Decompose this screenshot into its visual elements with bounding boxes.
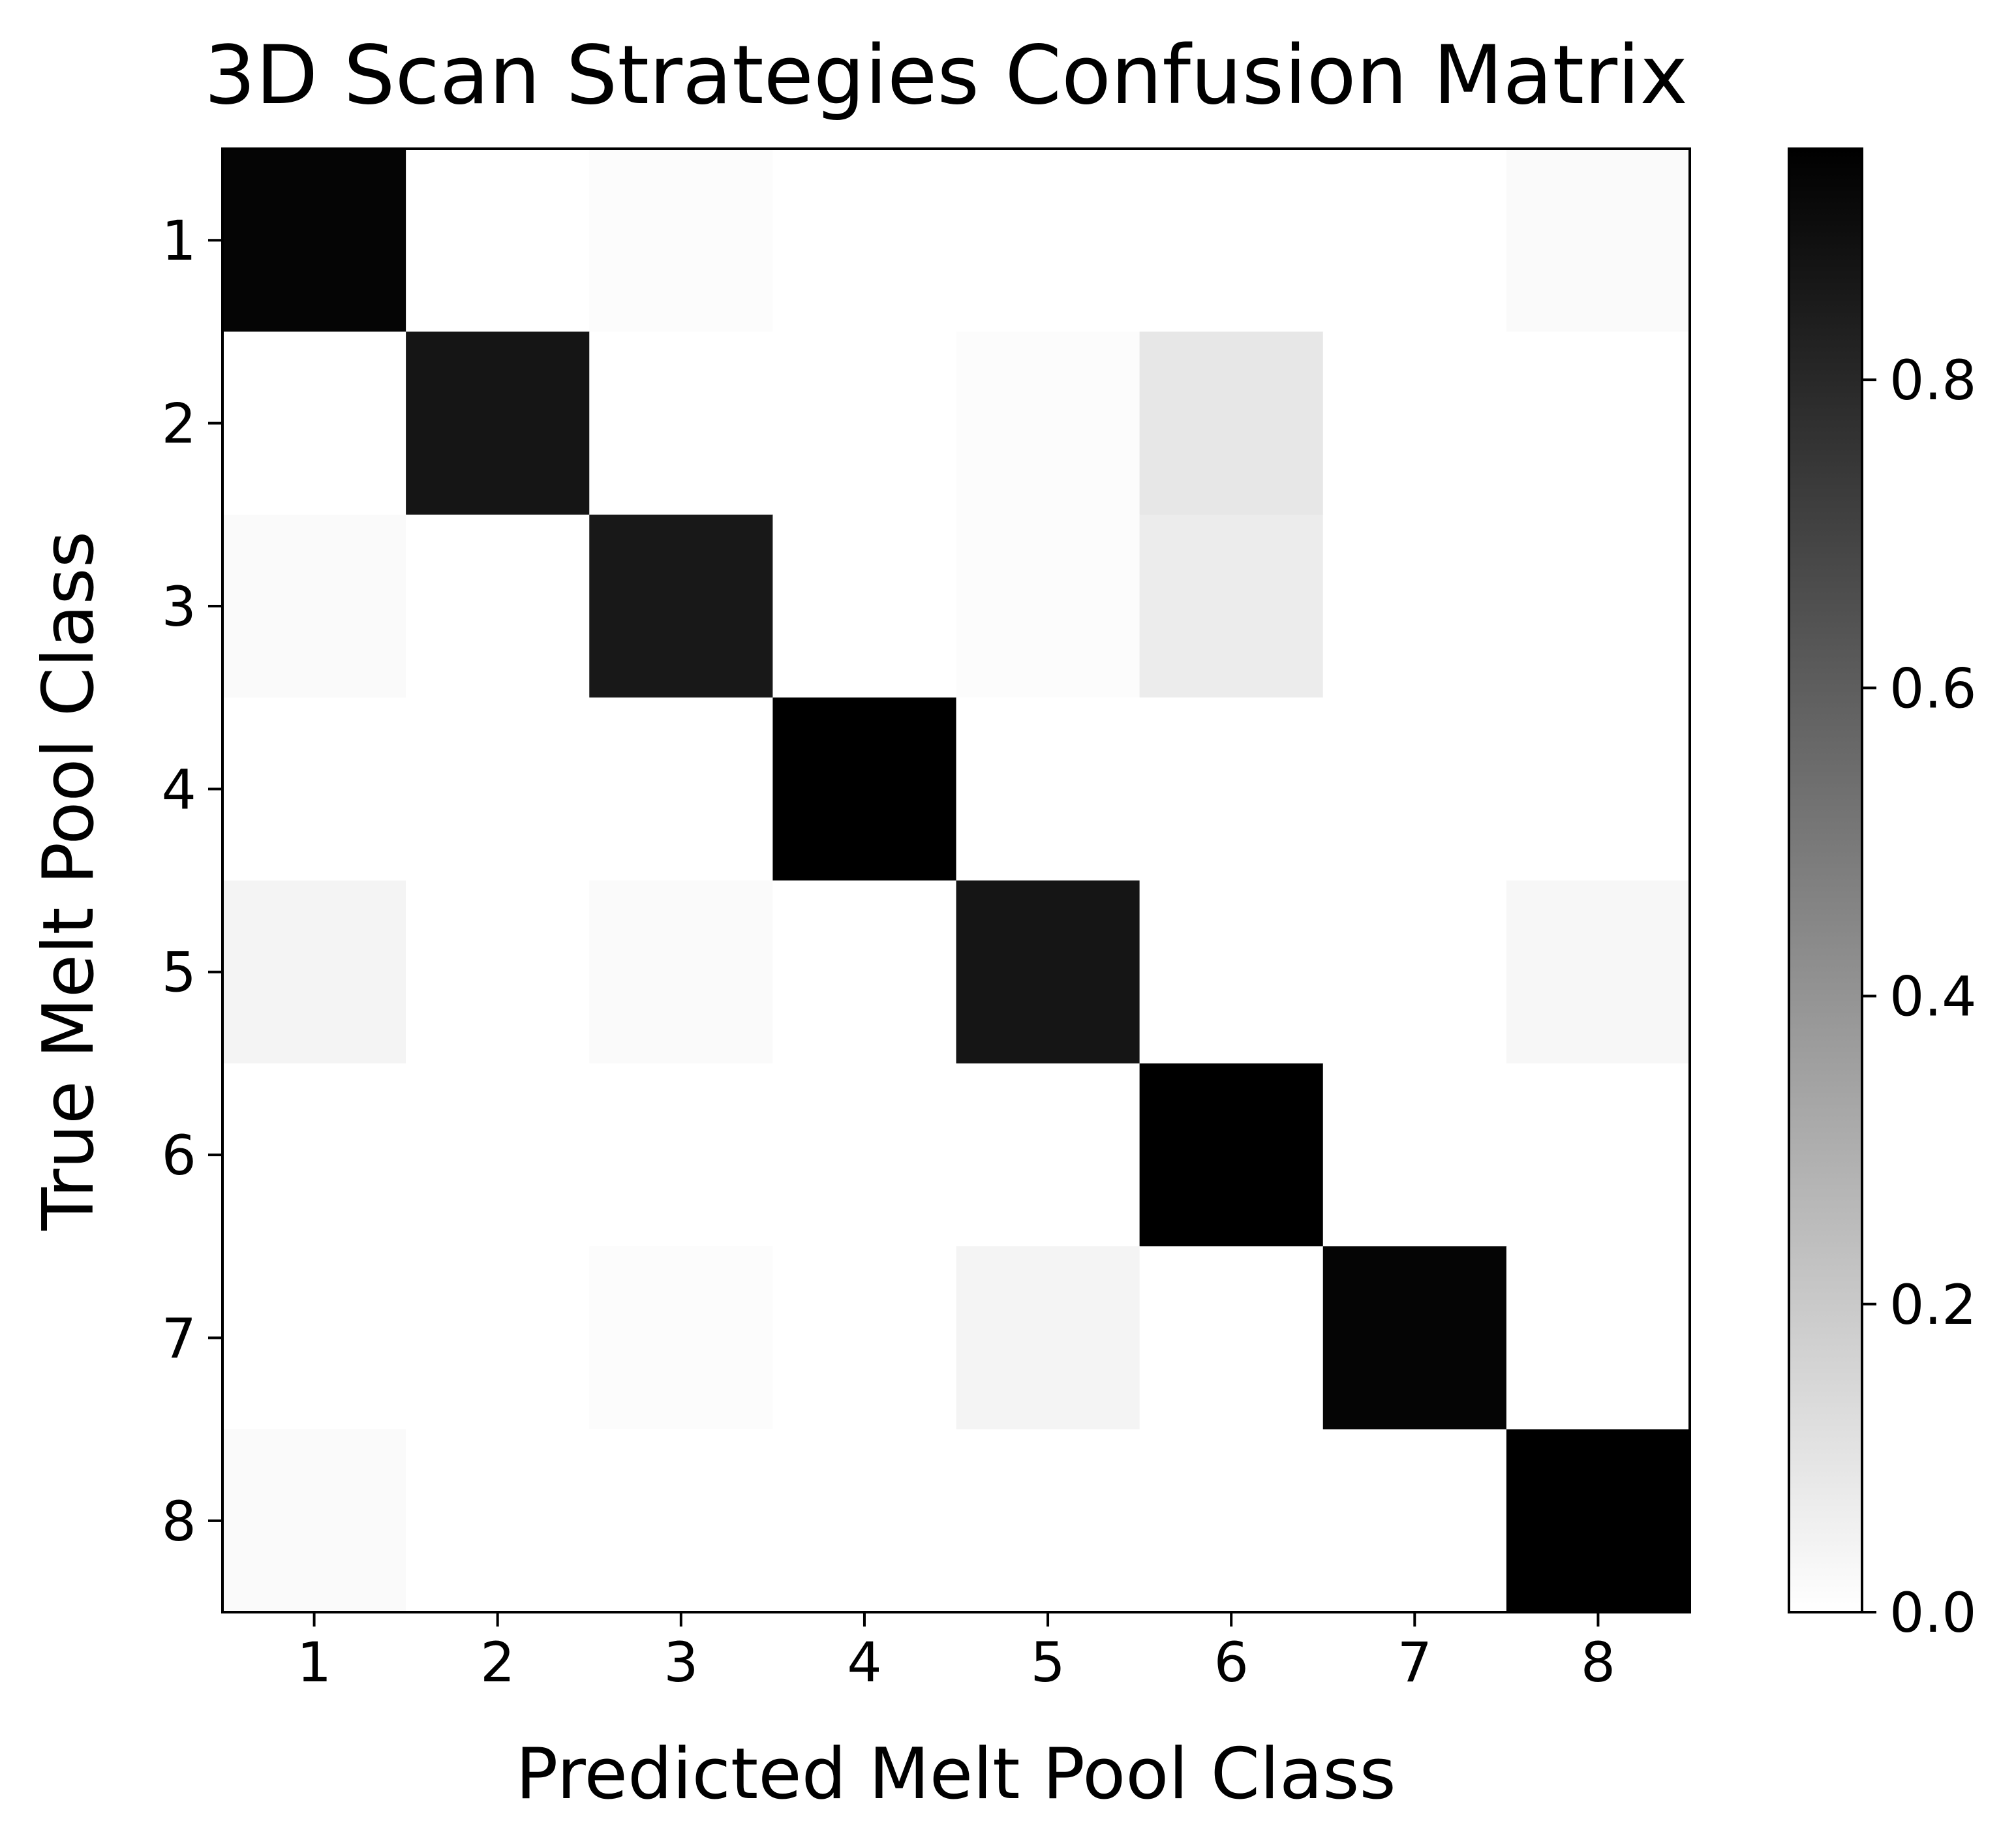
- y-tick-label: 4: [162, 757, 196, 821]
- heatmap-cell: [956, 331, 1140, 515]
- y-tick-label: 2: [162, 392, 196, 456]
- heatmap-cell: [1506, 1429, 1690, 1613]
- colorbar-tick-label: 0.4: [1889, 965, 1977, 1029]
- heatmap-cell: [1506, 697, 1690, 881]
- x-tick-label: 6: [1214, 1630, 1248, 1694]
- y-tick-label: 1: [162, 209, 196, 273]
- heatmap-cell: [406, 697, 590, 881]
- y-tick-label: 3: [162, 575, 196, 639]
- x-tick-label: 3: [664, 1630, 698, 1694]
- heatmap-cell: [1139, 697, 1324, 881]
- heatmap-cell: [1139, 880, 1324, 1064]
- heatmap-cell: [1322, 1063, 1507, 1247]
- heatmap-cell: [589, 880, 773, 1064]
- colorbar-tick-label: 0.6: [1889, 656, 1977, 720]
- heatmap-cell: [1506, 331, 1690, 515]
- heatmap-cell: [1322, 514, 1507, 698]
- heatmap-cell: [772, 1063, 957, 1247]
- heatmap-cell: [222, 1063, 406, 1247]
- heatmap-cell: [589, 1429, 773, 1613]
- x-axis-ticks: 1 2 3 4 5 6 7 8: [297, 1612, 1615, 1694]
- y-axis-label: True Melt Pool Class: [28, 531, 110, 1231]
- heatmap-cell: [1322, 331, 1507, 515]
- x-tick-label: 5: [1030, 1630, 1065, 1694]
- x-tick-label: 8: [1581, 1630, 1615, 1694]
- heatmap-cell: [772, 514, 957, 698]
- heatmap-cells: [222, 149, 1690, 1613]
- heatmap-cell: [1139, 514, 1324, 698]
- y-tick-label: 6: [162, 1123, 196, 1187]
- heatmap-cell: [956, 1246, 1140, 1430]
- heatmap-cell: [772, 1429, 957, 1613]
- heatmap-cell: [1506, 1063, 1690, 1247]
- heatmap-cell: [1322, 1246, 1507, 1430]
- heatmap-cell: [956, 1429, 1140, 1613]
- heatmap-cell: [589, 1246, 773, 1430]
- x-tick-label: 7: [1397, 1630, 1432, 1694]
- heatmap-cell: [222, 880, 406, 1064]
- x-tick-label: 2: [480, 1630, 515, 1694]
- heatmap-cell: [772, 697, 957, 881]
- heatmap-cell: [1506, 880, 1690, 1064]
- y-axis-ticks: 1 2 3 4 5 6 7 8: [162, 209, 222, 1553]
- heatmap-cell: [772, 149, 957, 332]
- heatmap-cell: [589, 149, 773, 332]
- y-tick-label: 7: [162, 1306, 196, 1370]
- heatmap-cell: [1506, 514, 1690, 698]
- heatmap-cell: [406, 514, 590, 698]
- heatmap-cell: [222, 1246, 406, 1430]
- colorbar-tick-label: 0.8: [1889, 348, 1977, 412]
- heatmap-cell: [589, 1063, 773, 1247]
- x-axis-label: Predicted Melt Pool Class: [515, 1734, 1396, 1815]
- heatmap-cell: [1322, 880, 1507, 1064]
- heatmap-cell: [406, 1429, 590, 1613]
- heatmap-cell: [1322, 149, 1507, 332]
- y-tick-label: 8: [162, 1490, 196, 1553]
- heatmap-cell: [589, 331, 773, 515]
- heatmap-cell: [956, 149, 1140, 332]
- heatmap-cell: [1139, 1246, 1324, 1430]
- colorbar: [1788, 147, 1863, 1613]
- heatmap-cell: [222, 697, 406, 881]
- heatmap-cell: [956, 880, 1140, 1064]
- heatmap-cell: [589, 514, 773, 698]
- heatmap-cell: [956, 1063, 1140, 1247]
- heatmap-cell: [406, 1063, 590, 1247]
- heatmap-cell: [1139, 1429, 1324, 1613]
- x-tick-label: 1: [297, 1630, 331, 1694]
- y-tick-label: 5: [162, 941, 196, 1005]
- plot-frame: [221, 147, 1691, 1613]
- heatmap-cell: [589, 697, 773, 881]
- heatmap-cell: [1322, 1429, 1507, 1613]
- heatmap-cell: [1322, 697, 1507, 881]
- heatmap-cell: [1506, 149, 1690, 332]
- heatmap-cell: [1139, 331, 1324, 515]
- heatmap-cell: [1506, 1246, 1690, 1430]
- heatmap-cell: [772, 880, 957, 1064]
- heatmap-cell: [1139, 1063, 1324, 1247]
- heatmap-cell: [222, 514, 406, 698]
- chart-title: 3D Scan Strategies Confusion Matrix: [204, 29, 1688, 123]
- heatmap-cell: [222, 149, 406, 332]
- heatmap-cell: [222, 331, 406, 515]
- heatmap-cell: [222, 1429, 406, 1613]
- x-tick-label: 4: [847, 1630, 881, 1694]
- heatmap-cell: [956, 514, 1140, 698]
- colorbar-tick-label: 0.0: [1889, 1581, 1977, 1645]
- heatmap-cell: [956, 697, 1140, 881]
- heatmap-cell: [772, 1246, 957, 1430]
- heatmap-cell: [406, 1246, 590, 1430]
- heatmap-cell: [772, 331, 957, 515]
- colorbar-tick-label: 0.2: [1889, 1273, 1977, 1337]
- heatmap-cell: [406, 331, 590, 515]
- heatmap-cell: [406, 880, 590, 1064]
- heatmap-cell: [406, 149, 590, 332]
- colorbar-ticks: 0.0 0.2 0.4 0.6 0.8: [1862, 348, 1977, 1645]
- heatmap-cell: [1139, 149, 1324, 332]
